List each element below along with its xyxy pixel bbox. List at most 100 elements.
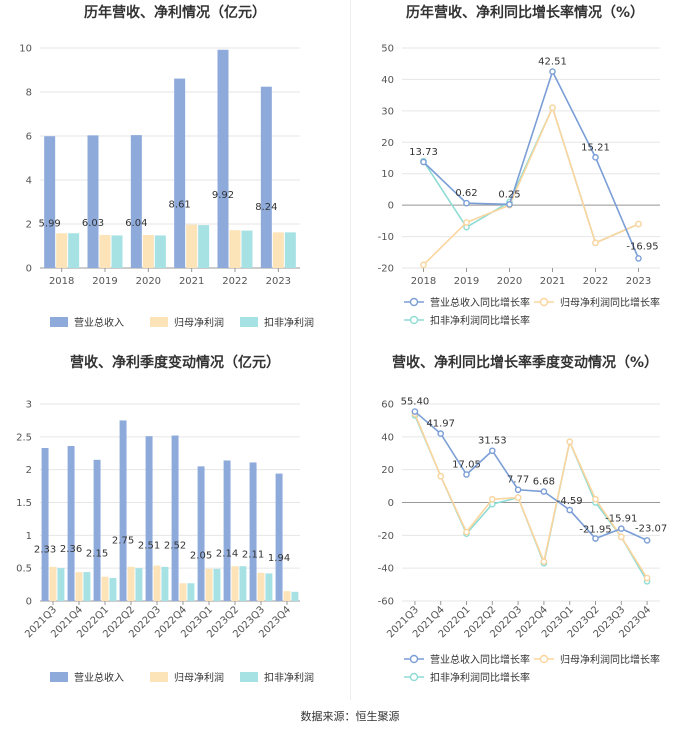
legend-label: 扣非净利润同比增长率 xyxy=(430,314,530,327)
series-line-2 xyxy=(414,415,648,582)
data-label: 2.11 xyxy=(242,549,264,560)
bar-1 xyxy=(49,566,57,601)
point-0 xyxy=(463,471,470,478)
quarterly-revenue-profit-chart: 营收、净利季度变动情况（亿元） 0 0.5 1 1.5 2 2.5 3 2021Q3 2021Q4… xyxy=(0,350,350,700)
point-0 xyxy=(420,158,427,166)
bar-2 xyxy=(109,578,117,601)
bar-2 xyxy=(284,232,296,268)
annual-growth-rate-chart: 历年营收、净利同比增长率情况（%） -20 -10 0 10 20 30 40 50 2018 20… xyxy=(350,0,700,340)
bar-1 xyxy=(142,235,154,268)
data-label: 42.51 xyxy=(538,57,567,68)
series-line-0 xyxy=(414,410,648,542)
x-tick-label: 2018 xyxy=(411,276,436,287)
bar-1 xyxy=(127,566,135,601)
bar-0 xyxy=(249,462,257,601)
bar-0 xyxy=(145,436,153,601)
point-1 xyxy=(549,104,556,112)
y-tick-label: 40 xyxy=(381,432,394,443)
bar-0 xyxy=(174,78,186,268)
point-0 xyxy=(411,408,419,415)
data-label: 2.05 xyxy=(190,551,212,562)
bar-1 xyxy=(56,233,68,268)
bar-2 xyxy=(154,235,166,268)
y-tick-label: 20 xyxy=(381,138,394,149)
point-0 xyxy=(549,68,556,75)
bar-1 xyxy=(257,572,265,601)
point-0 xyxy=(506,201,513,208)
bar-0 xyxy=(93,459,101,601)
data-label: 8.24 xyxy=(255,202,277,213)
bar-1 xyxy=(99,235,111,268)
legend-label: 扣非净利润同比增长率 xyxy=(430,671,530,684)
bar-1 xyxy=(153,565,161,601)
chart-title: 历年营收、净利同比增长率情况（%） xyxy=(406,4,644,21)
x-tick-label: 2020 xyxy=(136,276,161,287)
y-tick-label: 0.5 xyxy=(16,564,32,575)
data-label: 0.62 xyxy=(455,188,477,199)
bar-2 xyxy=(291,591,299,601)
point-0 xyxy=(463,199,470,207)
x-tick-label: 2022 xyxy=(583,276,608,287)
data-label: 2.36 xyxy=(60,544,82,555)
bar-0 xyxy=(171,435,179,601)
y-tick-label: 10 xyxy=(381,169,394,180)
bar-1 xyxy=(229,230,241,268)
y-tick-label: -10 xyxy=(378,232,394,243)
x-tick-label: 2020 xyxy=(497,276,522,287)
bar-1 xyxy=(101,576,109,601)
data-label: 6.04 xyxy=(125,218,147,229)
bar-2 xyxy=(161,566,169,601)
y-tick-label: -60 xyxy=(378,597,394,608)
legend-label: 扣非净利润 xyxy=(264,316,314,329)
legend-label: 营业总收入同比增长率 xyxy=(430,296,530,309)
point-0 xyxy=(566,506,573,514)
data-label: 2.75 xyxy=(112,535,134,546)
y-tick-label: 20 xyxy=(381,465,394,476)
bar-1 xyxy=(205,568,213,601)
point-1 xyxy=(566,438,573,446)
bar-0 xyxy=(67,446,75,601)
data-label: 0.25 xyxy=(498,189,520,200)
y-tick-label: 2.5 xyxy=(16,432,32,443)
bar-0 xyxy=(87,135,99,268)
legend-label: 归母净利润同比增长率 xyxy=(560,296,660,309)
y-tick-label: 1 xyxy=(26,531,32,542)
legend-label: 归母净利润 xyxy=(174,671,224,684)
y-tick-label: 10 xyxy=(19,44,32,55)
legend-swatch xyxy=(150,672,168,682)
bar-2 xyxy=(57,568,65,601)
legend-label: 归母净利润 xyxy=(174,316,224,329)
bar-1 xyxy=(179,583,187,601)
x-tick-label: 2018 xyxy=(49,276,74,287)
y-tick-label: 40 xyxy=(381,75,394,86)
legend-label: 营业总收入 xyxy=(74,671,124,684)
data-label: 13.73 xyxy=(409,147,438,158)
data-label: 9.92 xyxy=(212,190,234,201)
point-0 xyxy=(514,486,522,494)
bar-2 xyxy=(68,233,80,268)
data-label: -16.95 xyxy=(626,241,658,252)
legend-label: 扣非净利润 xyxy=(264,671,314,684)
point-1 xyxy=(635,220,642,228)
point-1 xyxy=(463,219,470,226)
point-0 xyxy=(592,154,599,161)
y-tick-label: 0 xyxy=(26,597,32,608)
legend-marker xyxy=(409,297,419,307)
x-tick-label: 2023 xyxy=(266,276,291,287)
point-0 xyxy=(617,525,625,532)
data-label: -4.59 xyxy=(557,496,583,507)
legend-label: 营业总收入 xyxy=(74,316,124,329)
bar-0 xyxy=(119,420,127,601)
legend-marker xyxy=(409,672,419,682)
y-tick-label: 2 xyxy=(26,220,32,231)
point-1 xyxy=(643,574,651,582)
data-label: 41.97 xyxy=(426,419,455,430)
point-1 xyxy=(488,495,496,503)
y-tick-label: 4 xyxy=(26,176,32,187)
bar-1 xyxy=(75,572,83,601)
series-line-2 xyxy=(422,105,639,244)
chart-title: 营收、净利同比增长率季度变动情况（%） xyxy=(392,354,658,371)
point-0 xyxy=(643,537,651,544)
quarterly-revenue-profit-svg: 营收、净利季度变动情况（亿元）00.511.522.532021Q32021Q4… xyxy=(16,354,314,684)
bar-1 xyxy=(186,224,198,268)
